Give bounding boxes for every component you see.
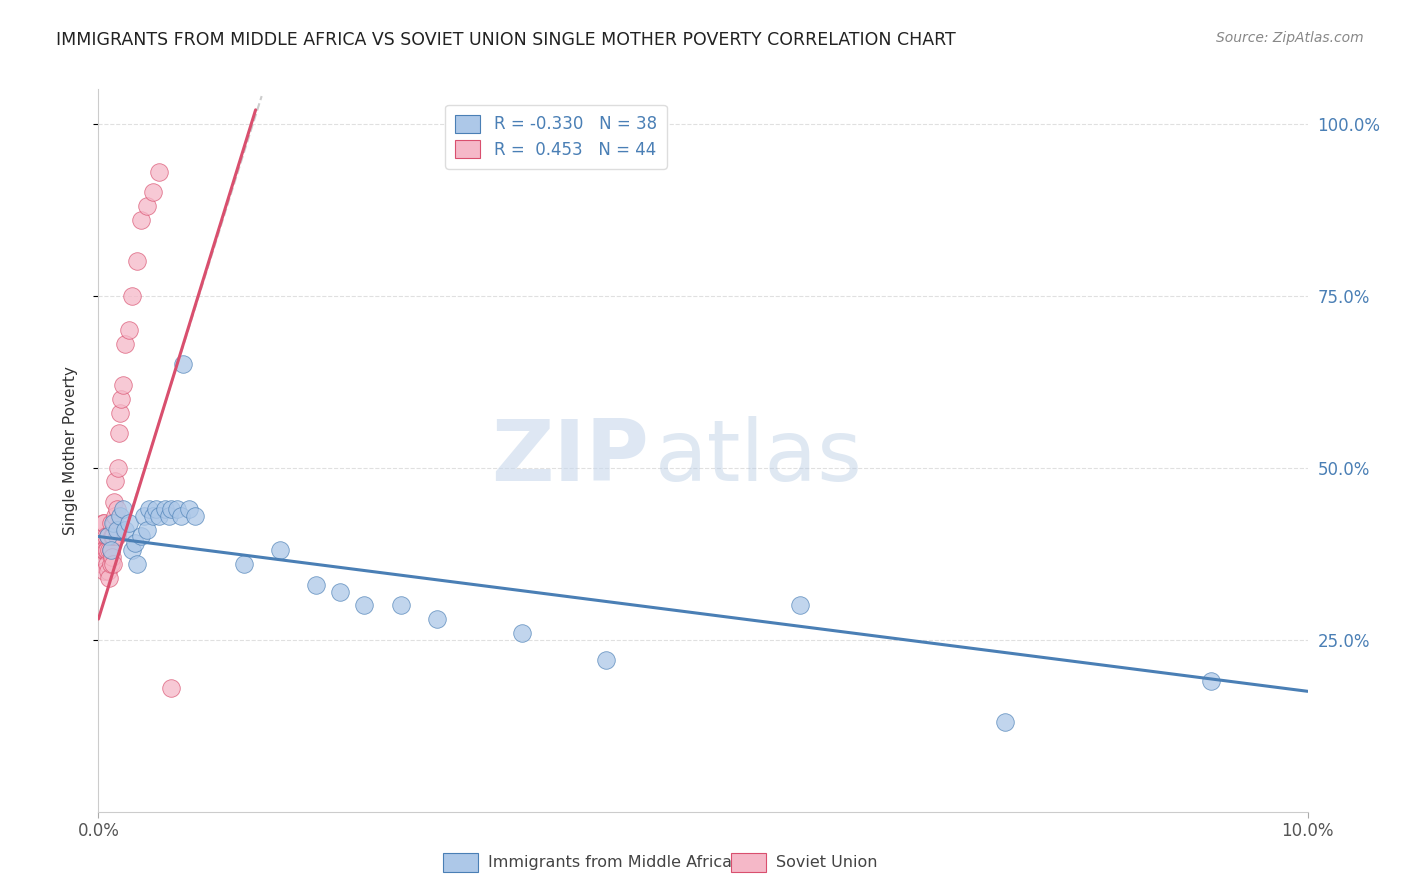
Point	[100, 550, 122, 565]
Point	[107, 460, 129, 475]
Point	[269, 543, 291, 558]
Point	[104, 508, 127, 523]
Point	[114, 336, 136, 351]
Point	[108, 508, 131, 523]
Point	[353, 599, 375, 613]
Point	[389, 599, 412, 613]
Point	[172, 358, 194, 372]
Point	[510, 625, 533, 640]
Point	[93, 543, 115, 558]
Point	[994, 715, 1017, 730]
Point	[142, 508, 165, 523]
Point	[129, 213, 152, 227]
Point	[121, 543, 143, 558]
Point	[91, 516, 114, 530]
Point	[127, 557, 149, 571]
Point	[426, 612, 449, 626]
Point	[179, 502, 201, 516]
Point	[145, 502, 167, 516]
Point	[166, 502, 188, 516]
Point	[91, 543, 114, 558]
Point	[100, 516, 122, 530]
Point	[138, 502, 160, 516]
Point	[96, 557, 118, 571]
Point	[101, 529, 124, 543]
Point	[100, 557, 122, 571]
Point	[105, 502, 128, 516]
Text: Soviet Union: Soviet Union	[776, 855, 877, 870]
Point	[100, 529, 122, 543]
Point	[595, 653, 617, 667]
Point	[135, 199, 157, 213]
Point	[1199, 673, 1222, 688]
Point	[789, 599, 811, 613]
Text: atlas: atlas	[655, 417, 863, 500]
Point	[105, 523, 128, 537]
Point	[232, 557, 254, 571]
Point	[329, 584, 352, 599]
Point	[97, 529, 120, 543]
Point	[142, 186, 165, 200]
Point	[160, 681, 183, 695]
Text: Immigrants from Middle Africa: Immigrants from Middle Africa	[488, 855, 733, 870]
Point	[121, 288, 143, 302]
Point	[93, 564, 115, 578]
Point	[91, 557, 114, 571]
Point	[153, 502, 176, 516]
Text: Source: ZipAtlas.com: Source: ZipAtlas.com	[1216, 31, 1364, 45]
Point	[111, 378, 134, 392]
Point	[124, 536, 146, 550]
Point	[96, 543, 118, 558]
Point	[127, 254, 149, 268]
Point	[94, 529, 117, 543]
Point	[101, 557, 124, 571]
Point	[98, 543, 121, 558]
Point	[98, 571, 121, 585]
Point	[104, 475, 127, 489]
Point	[91, 529, 114, 543]
Point	[134, 508, 156, 523]
Y-axis label: Single Mother Poverty: Single Mother Poverty	[63, 366, 77, 535]
Point	[103, 516, 125, 530]
Point	[184, 508, 207, 523]
Point	[89, 543, 111, 558]
Point	[118, 516, 141, 530]
Point	[148, 508, 170, 523]
Point	[160, 502, 183, 516]
Point	[103, 495, 125, 509]
Point	[100, 543, 122, 558]
Point	[169, 508, 191, 523]
Point	[108, 406, 131, 420]
Point	[135, 523, 157, 537]
Point	[305, 577, 328, 591]
Point	[111, 502, 134, 516]
Point	[114, 523, 136, 537]
Point	[94, 543, 117, 558]
Point	[105, 529, 128, 543]
Point	[118, 323, 141, 337]
Point	[148, 165, 170, 179]
Point	[129, 529, 152, 543]
Point	[101, 516, 124, 530]
Point	[157, 508, 180, 523]
Point	[97, 564, 120, 578]
Point	[90, 543, 112, 558]
Point	[108, 426, 131, 441]
Point	[110, 392, 132, 406]
Legend: R = -0.330   N = 38, R =  0.453   N = 44: R = -0.330 N = 38, R = 0.453 N = 44	[446, 104, 666, 169]
Point	[100, 543, 122, 558]
Point	[93, 516, 115, 530]
Text: ZIP: ZIP	[491, 417, 648, 500]
Text: IMMIGRANTS FROM MIDDLE AFRICA VS SOVIET UNION SINGLE MOTHER POVERTY CORRELATION : IMMIGRANTS FROM MIDDLE AFRICA VS SOVIET …	[56, 31, 956, 49]
Point	[97, 529, 120, 543]
